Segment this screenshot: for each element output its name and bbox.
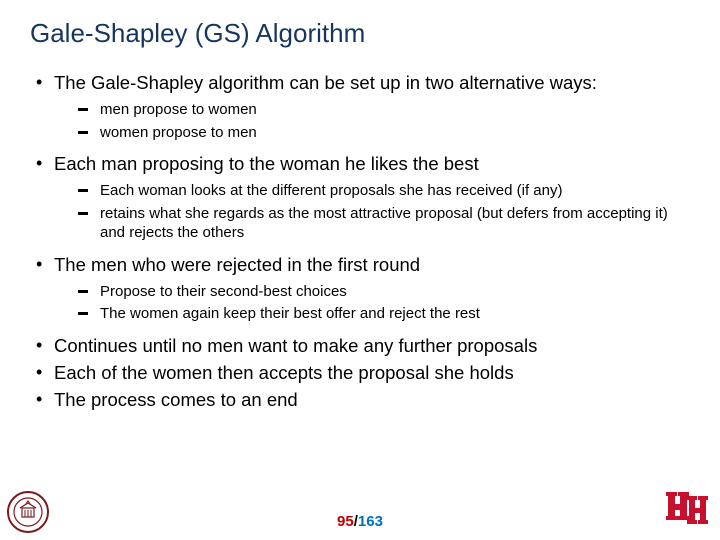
page-number: 95/163 bbox=[0, 513, 720, 530]
bullet-1-sub-2: women propose to men bbox=[78, 123, 690, 143]
bullet-2-text: Each man proposing to the woman he likes… bbox=[54, 153, 479, 174]
page-total: 163 bbox=[358, 513, 383, 530]
bullet-2-sub-2: retains what she regards as the most att… bbox=[78, 204, 690, 243]
bullet-1-sub-1: men propose to women bbox=[78, 100, 690, 120]
bullet-2: Each man proposing to the woman he likes… bbox=[36, 152, 690, 243]
bullet-3-sub-2: The women again keep their best offer an… bbox=[78, 304, 690, 324]
bullet-1-text: The Gale-Shapley algorithm can be set up… bbox=[54, 72, 597, 93]
bullet-3: The men who were rejected in the first r… bbox=[36, 253, 690, 324]
bullet-1: The Gale-Shapley algorithm can be set up… bbox=[36, 71, 690, 142]
bullet-6: The process comes to an end bbox=[36, 388, 690, 411]
slide-title: Gale-Shapley (GS) Algorithm bbox=[30, 18, 690, 49]
bullet-3-text: The men who were rejected in the first r… bbox=[54, 254, 420, 275]
slide-body: Gale-Shapley (GS) Algorithm The Gale-Sha… bbox=[0, 0, 720, 411]
bullet-2-sublist: Each woman looks at the different propos… bbox=[54, 181, 690, 243]
bullet-3-sublist: Propose to their second-best choices The… bbox=[54, 282, 690, 324]
bullet-4: Continues until no men want to make any … bbox=[36, 334, 690, 357]
university-seal-icon bbox=[6, 490, 50, 534]
bullet-2-sub-1: Each woman looks at the different propos… bbox=[78, 181, 690, 201]
page-current: 95 bbox=[337, 513, 354, 530]
bullet-5: Each of the women then accepts the propo… bbox=[36, 361, 690, 384]
bullet-3-sub-1: Propose to their second-best choices bbox=[78, 282, 690, 302]
uh-logo-icon bbox=[666, 490, 708, 526]
bullet-1-sublist: men propose to women women propose to me… bbox=[54, 100, 690, 142]
bullet-list: The Gale-Shapley algorithm can be set up… bbox=[30, 71, 690, 411]
